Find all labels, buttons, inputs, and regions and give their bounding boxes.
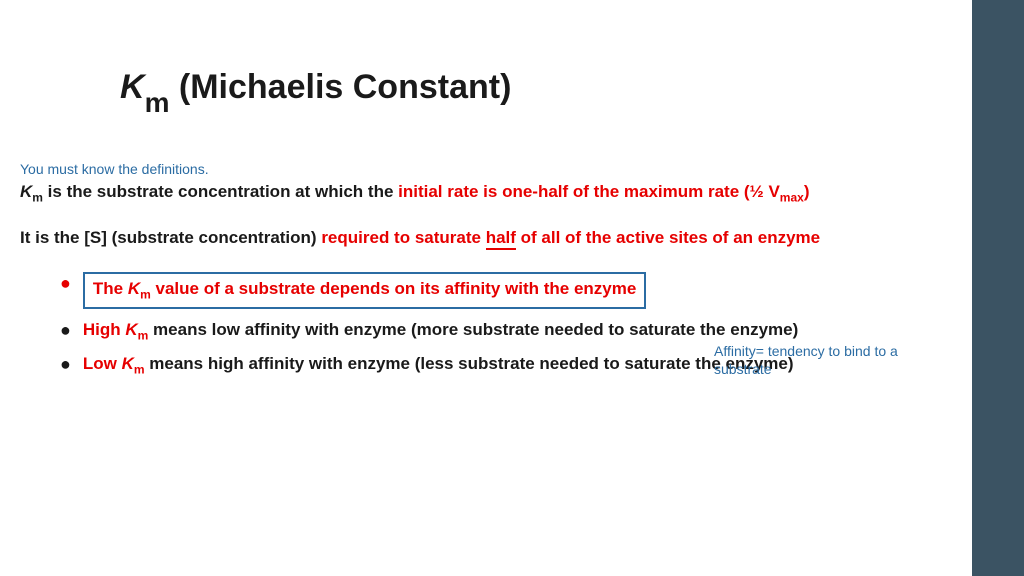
p1-redsub: max: [780, 190, 804, 204]
title-rest: (Michaelis Constant): [169, 68, 511, 106]
p1-black: is the substrate concentration at which …: [43, 182, 398, 201]
title-symbol: K: [120, 68, 145, 106]
decorative-sidebar: [972, 0, 1024, 576]
p2-underlined: half: [486, 228, 516, 250]
bullet-item-2: ● High Km means low affinity with enzyme…: [60, 319, 952, 344]
bullet-text-1: The Km value of a substrate depends on i…: [83, 272, 952, 309]
bullet-text-2: High Km means low affinity with enzyme (…: [83, 319, 952, 344]
definition-paragraph-1: Km is the substrate concentration at whi…: [20, 181, 952, 206]
p1-sub: m: [32, 190, 43, 204]
p2-red2: of all of the active sites of an enzyme: [516, 228, 820, 247]
p2-black: It is the [S] (substrate concentration): [20, 228, 321, 247]
p1-red2: ): [804, 182, 810, 201]
bullet-dot-icon: ●: [60, 319, 71, 342]
side-annotation: Affinity= tendency to bind to a substrat…: [714, 342, 924, 378]
bullet-item-1: ● The Km value of a substrate depends on…: [60, 272, 952, 309]
boxed-statement: The Km value of a substrate depends on i…: [83, 272, 646, 309]
p1-red1: initial rate is one-half of the maximum …: [398, 182, 780, 201]
title-subscript: m: [145, 87, 170, 118]
slide-title: Km (Michaelis Constant): [120, 68, 952, 113]
definition-paragraph-2: It is the [S] (substrate concentration) …: [20, 227, 952, 250]
instruction-note: You must know the definitions.: [20, 161, 952, 177]
slide-content: Km (Michaelis Constant) You must know th…: [0, 0, 972, 576]
p1-symbol: K: [20, 182, 32, 201]
bullet-dot-icon: ●: [60, 353, 71, 376]
p2-red1: required to saturate: [321, 228, 485, 247]
bullet-dot-icon: ●: [60, 272, 71, 295]
